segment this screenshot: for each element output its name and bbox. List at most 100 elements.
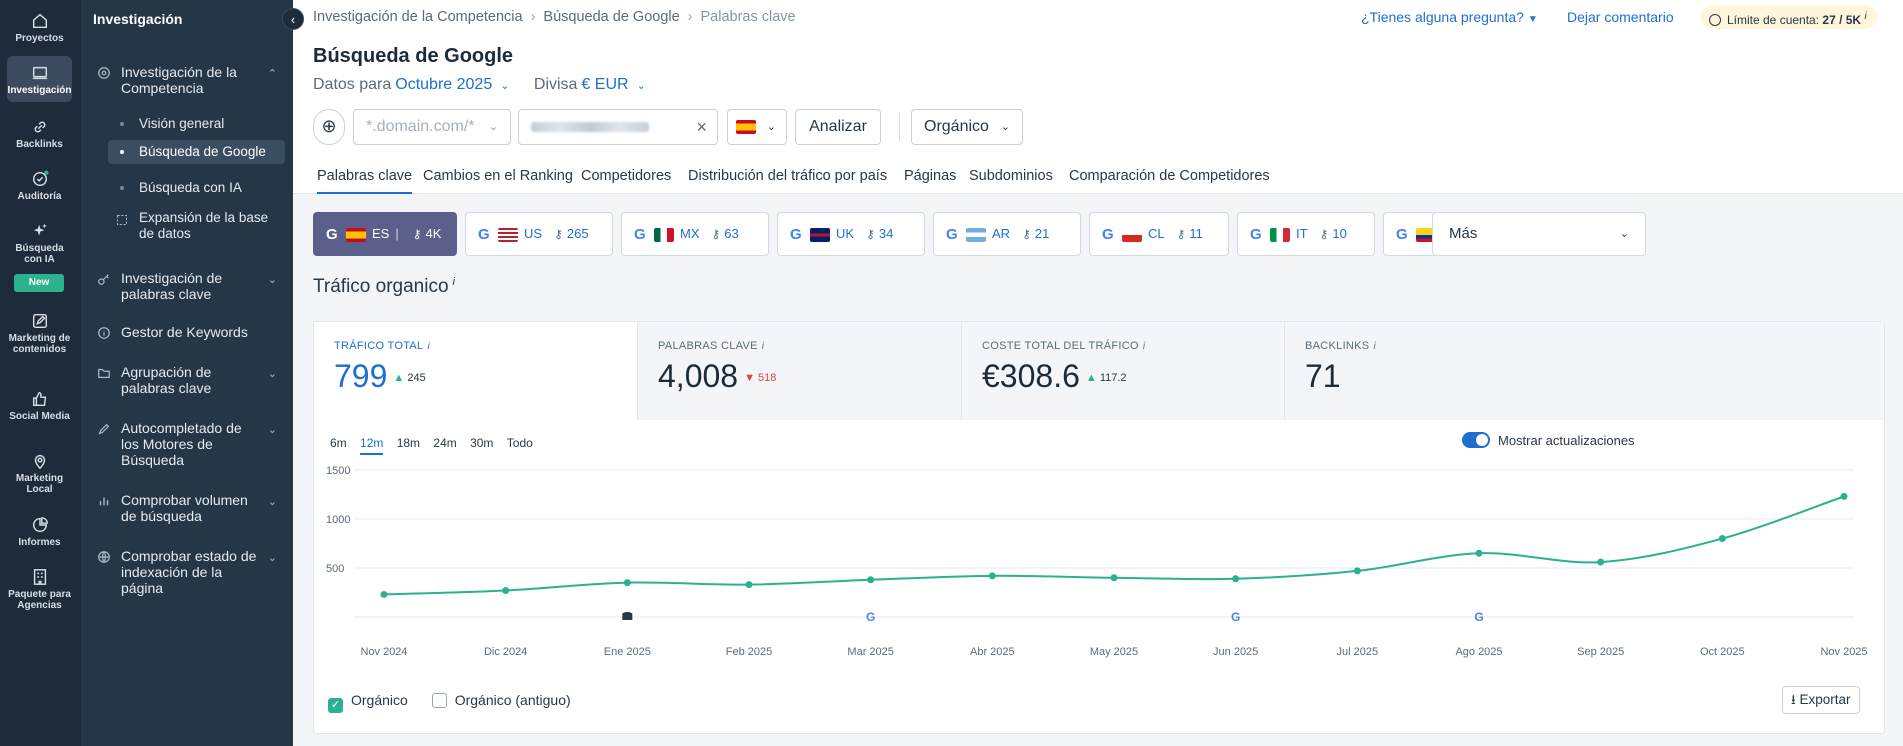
x-tick-label: Dic 2024 bbox=[484, 646, 527, 658]
x-tick-label: Jul 2025 bbox=[1337, 646, 1379, 658]
sidebar-group-volumen[interactable]: Comprobar volumen de búsqueda ⌄ bbox=[93, 492, 285, 524]
currency-select[interactable]: € EUR bbox=[581, 76, 629, 93]
add-button[interactable]: ⊕ bbox=[313, 109, 345, 145]
rail-item-investigacion[interactable]: Investigación bbox=[7, 56, 72, 102]
rail-item-marketing-contenidos[interactable]: Marketing de contenidos bbox=[7, 312, 72, 370]
more-select[interactable]: Más ⌄ bbox=[1432, 212, 1646, 256]
sidebar-item-expansion-base-datos[interactable]: Expansión de la base de datos bbox=[108, 206, 285, 246]
sidebar-group-investigacion-palabras[interactable]: Investigación de palabras clave ⌄ bbox=[93, 270, 285, 302]
more-label: Más bbox=[1449, 225, 1478, 242]
rail-item-informes[interactable]: Informes bbox=[7, 516, 72, 550]
sidebar-group-autocompletado[interactable]: Autocompletado de los Motores de Búsqued… bbox=[93, 420, 285, 468]
tab-paginas[interactable]: Páginas bbox=[904, 168, 957, 184]
download-icon: ⭳ bbox=[1791, 692, 1796, 707]
period-18m[interactable]: 18m bbox=[396, 436, 421, 450]
info-icon[interactable]: i bbox=[427, 341, 430, 352]
legend-organico[interactable]: ✓ Orgánico bbox=[328, 692, 408, 713]
currency-label: Divisa bbox=[533, 76, 578, 93]
rail-item-marketing-local[interactable]: Marketing Local bbox=[7, 452, 72, 498]
sparkle-icon bbox=[33, 223, 47, 236]
sidebar-group-gestor-keywords[interactable]: Gestor de Keywords bbox=[93, 324, 285, 340]
sidebar-group-label: Gestor de Keywords bbox=[121, 324, 248, 340]
database-select[interactable]: ⌄ bbox=[727, 109, 787, 145]
sidebar-item-busqueda-ia[interactable]: Búsqueda con IA bbox=[108, 176, 285, 200]
tab-comparacion[interactable]: Comparación de Competidores bbox=[1069, 168, 1270, 184]
period-6m[interactable]: 6m bbox=[330, 436, 347, 450]
db-chip-es[interactable]: G ES | ⚷ 4K bbox=[313, 212, 457, 256]
domain-placeholder: *.domain.com/* bbox=[366, 118, 475, 135]
period-12m[interactable]: 12m bbox=[360, 436, 384, 455]
db-chip-us[interactable]: G US ⚷ 265 bbox=[465, 212, 613, 256]
metric-label: PALABRAS CLAVE bbox=[658, 340, 758, 352]
divider bbox=[899, 113, 900, 141]
chevron-up-icon: ⌃ bbox=[267, 68, 277, 80]
rail-item-backlinks[interactable]: Backlinks bbox=[7, 118, 72, 152]
feedback-link[interactable]: Dejar comentario bbox=[1567, 9, 1674, 25]
check-circle-icon bbox=[32, 170, 49, 187]
db-chip-cl[interactable]: G CL ⚷ 11 bbox=[1089, 212, 1229, 256]
db-chip-ar[interactable]: G AR ⚷ 21 bbox=[933, 212, 1081, 256]
sidebar-group-investigacion-competencia[interactable]: Investigación de la Competencia ⌃ bbox=[93, 64, 285, 96]
db-chip-mx[interactable]: G MX ⚷ 63 bbox=[621, 212, 769, 256]
collapse-sidebar-button[interactable]: ‹ bbox=[282, 8, 304, 30]
rail-item-busqueda-ia[interactable]: Búsqueda con IA bbox=[7, 222, 72, 268]
tab-palabras-clave[interactable]: Palabras clave bbox=[317, 168, 413, 194]
metric-backlinks[interactable]: BACKLINKS i 71 bbox=[1285, 322, 1884, 420]
metrics-row: TRÁFICO TOTAL i 799 ▲ 245 PALABRAS CLAVE i … bbox=[314, 322, 1884, 420]
flag-es-icon bbox=[346, 227, 366, 242]
sidebar-item-busqueda-google[interactable]: Búsqueda de Google bbox=[108, 140, 285, 164]
rail-item-paquete-agencias[interactable]: Paquete para Agencias bbox=[7, 568, 72, 626]
info-icon[interactable]: i bbox=[452, 276, 455, 288]
breadcrumb-item[interactable]: Búsqueda de Google bbox=[543, 9, 680, 25]
db-code: US bbox=[524, 226, 543, 241]
metric-delta: ▲ 245 bbox=[393, 372, 425, 384]
sidebar-group-agrupacion[interactable]: Agrupación de palabras clave ⌄ bbox=[93, 364, 285, 396]
toggle-label: Mostrar actualizaciones bbox=[1498, 433, 1635, 448]
metric-palabras-clave[interactable]: PALABRAS CLAVE i 4,008 ▼ 518 bbox=[638, 322, 962, 420]
toggle-switch[interactable] bbox=[1462, 432, 1490, 448]
legend-organico-antiguo[interactable]: Orgánico (antiguo) bbox=[431, 692, 571, 708]
x-tick-label: Oct 2025 bbox=[1700, 646, 1745, 658]
clear-icon[interactable]: × bbox=[696, 117, 707, 137]
info-icon[interactable]: i bbox=[1373, 341, 1376, 352]
sidebar-group-indexacion[interactable]: Comprobar estado de indexación de la pág… bbox=[93, 548, 285, 596]
rail-item-auditoria[interactable]: Auditoría bbox=[7, 170, 72, 204]
chevron-down-icon: ⌄ bbox=[636, 80, 646, 92]
sidebar-item-vision-general[interactable]: Visión general bbox=[108, 112, 285, 136]
rail-item-social-media[interactable]: Social Media bbox=[7, 390, 72, 436]
db-chip-it[interactable]: G IT ⚷ 10 bbox=[1237, 212, 1375, 256]
organic-select[interactable]: Orgánico ⌄ bbox=[911, 109, 1023, 145]
google-icon: G bbox=[790, 225, 802, 243]
chevron-down-icon: ⌄ bbox=[488, 121, 498, 133]
info-icon[interactable]: i bbox=[1142, 341, 1146, 352]
domain-input[interactable]: × bbox=[518, 109, 718, 145]
period-todo[interactable]: Todo bbox=[506, 436, 533, 450]
analyze-button[interactable]: Analizar bbox=[795, 109, 881, 145]
x-tick-label: Ago 2025 bbox=[1455, 646, 1502, 658]
x-tick-label: Abr 2025 bbox=[970, 646, 1015, 658]
export-button[interactable]: ⭳ Exportar bbox=[1782, 686, 1860, 714]
period-24m[interactable]: 24m bbox=[433, 436, 457, 450]
checkbox-checked-icon[interactable]: ✓ bbox=[328, 698, 343, 713]
month-select[interactable]: Octubre 2025 bbox=[395, 76, 493, 93]
help-dropdown[interactable]: ¿Tienes alguna pregunta? ▼ bbox=[1361, 9, 1538, 25]
info-icon[interactable]: i bbox=[761, 341, 765, 352]
checkbox-icon[interactable] bbox=[431, 693, 447, 708]
show-updates-toggle[interactable]: Mostrar actualizaciones bbox=[1462, 432, 1635, 448]
tab-cambios-ranking[interactable]: Cambios en el Ranking bbox=[423, 168, 573, 184]
period-30m[interactable]: 30m bbox=[470, 436, 494, 450]
metric-trafico-total[interactable]: TRÁFICO TOTAL i 799 ▲ 245 bbox=[314, 322, 638, 420]
tab-subdominios[interactable]: Subdominios bbox=[969, 168, 1053, 184]
data-point bbox=[988, 572, 996, 580]
db-chip-uk[interactable]: G UK ⚷ 34 bbox=[777, 212, 925, 256]
domain-mode-select[interactable]: *.domain.com/* ⌄ bbox=[353, 109, 511, 145]
db-count: 4K bbox=[425, 226, 442, 241]
account-limit-badge[interactable]: Límite de cuenta: 27 / 5K i bbox=[1701, 5, 1877, 29]
metric-coste-trafico[interactable]: COSTE TOTAL DEL TRÁFICO i €308.6 ▲ 117.2 bbox=[962, 322, 1285, 420]
breadcrumb-item[interactable]: Investigación de la Competencia bbox=[313, 9, 523, 25]
rail-item-proyectos[interactable]: Proyectos bbox=[7, 12, 72, 46]
tab-distribucion-trafico[interactable]: Distribución del tráfico por país bbox=[688, 168, 888, 184]
db-code: AR bbox=[992, 226, 1011, 241]
tab-competidores[interactable]: Competidores bbox=[581, 168, 672, 184]
data-point bbox=[1353, 567, 1361, 575]
